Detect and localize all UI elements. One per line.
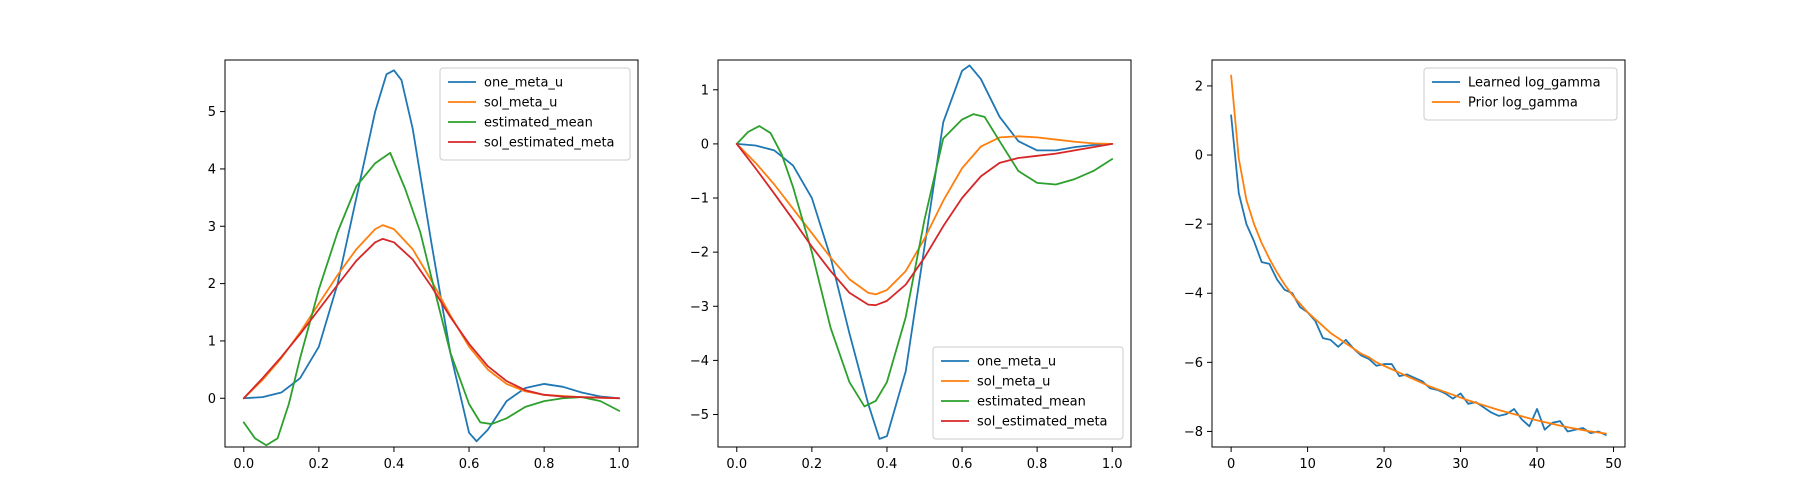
axes-frame (717, 59, 1132, 448)
x-tick-label: 1.0 (609, 457, 630, 472)
y-tick-label: 5 (208, 105, 216, 120)
series-line-learned-log-gamma (1230, 114, 1607, 436)
x-tick-label: 30 (1452, 457, 1469, 472)
x-tick-label: 0.6 (952, 457, 973, 472)
chart-panel-3: 0 10 20 30 40 50 −8 −6 −4 −2 0 2 Learned log_gamma Pr… (1184, 59, 1626, 472)
y-tick-label: −4 (690, 354, 709, 369)
y-tick-label: 4 (208, 162, 216, 177)
x-tick-label: 0.0 (726, 457, 747, 472)
series-line-prior-log-gamma (1230, 74, 1607, 435)
legend: Learned log_gamma Prior log_gamma (1423, 67, 1618, 121)
series-line-one-meta-u (242, 69, 621, 443)
chart-panel-1: 0.0 0.2 0.4 0.6 0.8 1.0 0 1 2 3 4 5 one_meta_u sol_me… (208, 59, 639, 472)
plot-area (735, 64, 1114, 440)
y-tick-label: −5 (690, 408, 709, 423)
series-line-sol-meta-u (242, 224, 621, 400)
legend-label: sol_meta_u (977, 375, 1050, 390)
legend-label: sol_estimated_meta (977, 415, 1108, 430)
x-tick-label: 10 (1299, 457, 1316, 472)
x-tick-label: 50 (1605, 457, 1622, 472)
series-line-one-meta-u (735, 64, 1114, 440)
y-tick-label: −1 (690, 192, 709, 207)
legend-label: sol_estimated_meta (484, 136, 615, 151)
legend-label: one_meta_u (977, 355, 1056, 370)
y-tick-label: 0 (1195, 149, 1203, 164)
y-tick-label: 2 (208, 277, 216, 292)
legend-label: sol_meta_u (484, 96, 557, 111)
y-tick-label: 3 (208, 220, 216, 235)
legend-label: estimated_mean (484, 116, 593, 131)
legend-frame (1423, 67, 1618, 121)
series-line-sol-estimated-meta (242, 237, 621, 400)
legend-label: one_meta_u (484, 76, 563, 91)
y-tick-label: 0 (208, 392, 216, 407)
legend: one_meta_u sol_meta_u estimated_mean sol_es… (439, 67, 631, 161)
legend-label: Learned log_gamma (1468, 76, 1601, 91)
y-tick-label: 1 (208, 334, 216, 349)
legend-label: estimated_mean (977, 395, 1086, 410)
y-tick-label: −2 (690, 246, 709, 261)
y-tick-label: 2 (1195, 79, 1203, 94)
x-tick-label: 20 (1376, 457, 1393, 472)
series-line-sol-estimated-meta (735, 142, 1114, 307)
axes-frame (224, 59, 639, 448)
plot-area (1230, 74, 1607, 436)
x-tick-label: 1.0 (1102, 457, 1123, 472)
x-tick-label: 0.6 (459, 457, 480, 472)
x-tick-label: 0.2 (309, 457, 330, 472)
legend-label: Prior log_gamma (1468, 96, 1578, 111)
x-tick-label: 0.8 (1027, 457, 1048, 472)
legend-frame (439, 67, 631, 161)
x-tick-label: 40 (1529, 457, 1546, 472)
x-tick-label: 0.8 (534, 457, 555, 472)
series-line-sol-meta-u (735, 135, 1114, 296)
chart-panel-2: 0.0 0.2 0.4 0.6 0.8 1.0 −5 −4 −3 −2 −1 0 1 one_meta_u… (690, 59, 1132, 472)
x-tick-label: 0.2 (802, 457, 823, 472)
legend: one_meta_u sol_meta_u estimated_mean sol_es… (932, 346, 1124, 440)
y-tick-label: −4 (1184, 287, 1203, 302)
axes-frame (1211, 59, 1626, 448)
y-tick-label: −3 (690, 300, 709, 315)
legend-frame (932, 346, 1124, 440)
x-tick-label: 0.4 (384, 457, 405, 472)
y-tick-label: −2 (1184, 218, 1203, 233)
x-tick-label: 0.4 (877, 457, 898, 472)
y-tick-label: −6 (1184, 356, 1203, 371)
series-line-estimated-mean (242, 151, 621, 447)
x-tick-label: 0 (1227, 457, 1235, 472)
series-line-estimated-mean (735, 113, 1114, 408)
x-tick-label: 0.0 (233, 457, 254, 472)
y-tick-label: 1 (701, 83, 709, 98)
y-tick-label: −8 (1184, 425, 1203, 440)
y-tick-label: 0 (701, 137, 709, 152)
plot-area (242, 69, 621, 447)
